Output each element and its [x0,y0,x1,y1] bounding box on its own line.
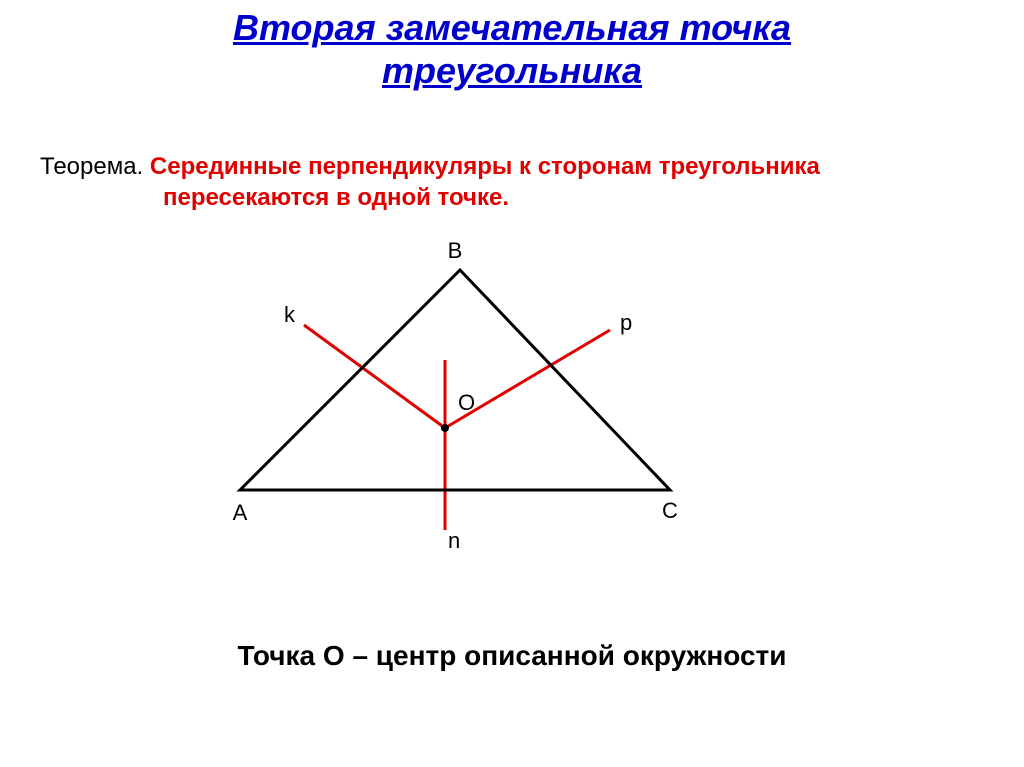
theorem-block: Теорема. Серединные перпендикуляры к сто… [40,150,820,184]
title-line2: треугольника [382,50,642,91]
title-line1: Вторая замечательная точка [233,7,791,48]
point-o [441,424,449,432]
theorem-body-line2: пересекаются в одной точке. [163,184,509,212]
label-b: В [448,238,463,263]
slide-title: Вторая замечательная точка треугольника [0,6,1024,92]
theorem-body-line1: Серединные перпендикуляры к сторонам тре… [150,153,820,180]
label-n: n [448,528,460,553]
label-p: р [620,310,632,335]
label-a: А [233,500,248,525]
triangle-abc [240,270,670,490]
diagram-svg: А В С О k р n [180,230,740,570]
label-k: k [284,302,296,327]
perp-k [304,325,445,428]
slide-container: Вторая замечательная точка треугольника … [0,0,1024,767]
triangle-diagram: А В С О k р n [180,230,740,550]
label-c: С [662,498,678,523]
theorem-label: Теорема. [40,153,150,180]
label-o: О [458,390,475,415]
conclusion-text: Точка О – центр описанной окружности [0,640,1024,672]
